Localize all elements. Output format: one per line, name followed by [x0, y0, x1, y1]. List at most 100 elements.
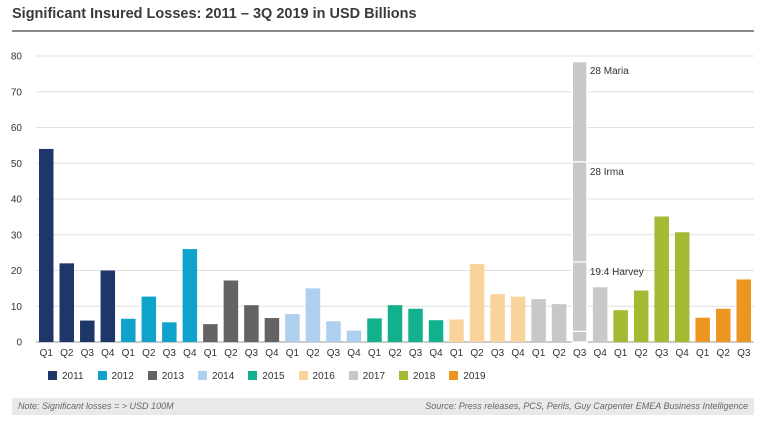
bar [141, 296, 157, 342]
x-tick-label: Q4 [183, 348, 197, 359]
x-tick-label: Q1 [368, 348, 382, 359]
legend-swatch [198, 371, 208, 380]
bar [162, 322, 177, 342]
legend: 2011 2012 2013 2014 2015 2016 2017 2018 2019 [48, 371, 500, 382]
bar [736, 279, 751, 342]
x-tick-label: Q2 [224, 348, 238, 359]
legend-label: 2019 [463, 371, 486, 382]
bar [367, 318, 382, 342]
x-tick-label: Q4 [265, 348, 279, 359]
bar [182, 249, 198, 342]
annotations: 28 Maria 28 Irma 19.4 Harvey [590, 66, 644, 278]
bar [592, 287, 608, 342]
annotation-label: 28 Maria [590, 66, 629, 77]
x-tick-label: Q1 [532, 348, 546, 359]
x-tick-label: Q4 [593, 348, 607, 359]
x-tick-label: Q1 [450, 348, 464, 359]
y-tick-label: 10 [11, 302, 23, 313]
y-tick-label: 30 [11, 230, 23, 241]
bar [510, 296, 526, 342]
annotation-label: 19.4 Harvey [590, 267, 644, 278]
y-tick-label: 80 [11, 52, 23, 63]
annotation-label: 28 Irma [590, 167, 624, 178]
bar [674, 232, 690, 342]
legend-label: 2015 [262, 371, 285, 382]
legend-item: 2012 [97, 371, 134, 382]
bar [428, 320, 444, 342]
x-tick-label: Q2 [60, 348, 74, 359]
x-tick-label: Q1 [614, 348, 628, 359]
bar [715, 308, 731, 342]
x-tick-label: Q4 [101, 348, 115, 359]
bar [223, 280, 239, 342]
x-tick-label: Q4 [511, 348, 525, 359]
legend-label: 2016 [312, 371, 335, 382]
legend-item: 2018 [399, 371, 435, 382]
x-tick-label: Q4 [676, 348, 690, 359]
bar [59, 263, 75, 342]
legend-item: 2017 [348, 371, 386, 382]
x-tick-label: Q2 [388, 348, 402, 359]
bar [490, 294, 505, 342]
x-tick-label: Q2 [306, 348, 320, 359]
bar [80, 320, 95, 342]
bar [387, 305, 403, 342]
x-tick-label: Q3 [491, 348, 505, 359]
legend-label: 2018 [413, 371, 436, 382]
y-tick-label: 70 [11, 87, 23, 98]
legend-label: 2017 [362, 371, 386, 382]
legend-label: 2011 [62, 371, 84, 382]
x-tick-label: Q4 [347, 348, 361, 359]
x-tick-label: Q1 [696, 348, 710, 359]
bar [654, 216, 669, 342]
x-tick-label: Q3 [655, 348, 669, 359]
legend-label: 2014 [212, 371, 235, 382]
legend-swatch [298, 371, 308, 380]
y-tick-label: 0 [16, 338, 22, 349]
bar [449, 319, 464, 342]
bar [203, 324, 218, 342]
bar [531, 299, 546, 342]
legend-swatch [348, 371, 358, 380]
title-divider [12, 30, 754, 32]
bar-segment [571, 330, 588, 343]
bar [305, 288, 321, 342]
legend-swatch [449, 371, 459, 380]
legend-swatch [399, 371, 409, 380]
chart-title: Significant Insured Losses: 2011 – 3Q 20… [12, 6, 417, 22]
bar [551, 304, 567, 342]
legend-swatch [147, 371, 157, 380]
footer-bar: Note: Significant losses = > USD 100M So… [12, 398, 754, 415]
legend-swatch [97, 371, 107, 380]
legend-item: 2016 [298, 371, 335, 382]
bar-segment [571, 161, 588, 263]
x-tick-label: Q3 [245, 348, 259, 359]
x-tick-label: Q2 [142, 348, 156, 359]
bar [39, 148, 54, 342]
legend-label: 2012 [111, 371, 134, 382]
x-tick-label: Q1 [122, 348, 136, 359]
bar [346, 330, 362, 342]
y-tick-label: 20 [11, 266, 23, 277]
bar [469, 264, 485, 342]
bar [633, 290, 649, 342]
source-note: Source: Press releases, PCS, Perils, Guy… [425, 401, 748, 411]
legend-item: 2019 [449, 371, 486, 382]
bar [326, 321, 341, 342]
bar [613, 310, 628, 342]
x-tick-label: Q2 [552, 348, 566, 359]
bar-segment [571, 261, 588, 332]
x-tick-label: Q4 [429, 348, 443, 359]
legend-item: 2013 [147, 371, 184, 382]
y-tick-label: 40 [11, 195, 23, 206]
x-tick-label: Q1 [286, 348, 300, 359]
bar [100, 270, 116, 342]
legend-swatch [48, 371, 57, 380]
legend-item: 2011 [48, 371, 84, 382]
bar [285, 314, 300, 342]
x-tick-label: Q2 [717, 348, 731, 359]
x-tick-label: Q1 [204, 348, 218, 359]
legend-item: 2015 [248, 371, 285, 382]
bar [244, 305, 259, 342]
x-tick-label: Q3 [81, 348, 95, 359]
